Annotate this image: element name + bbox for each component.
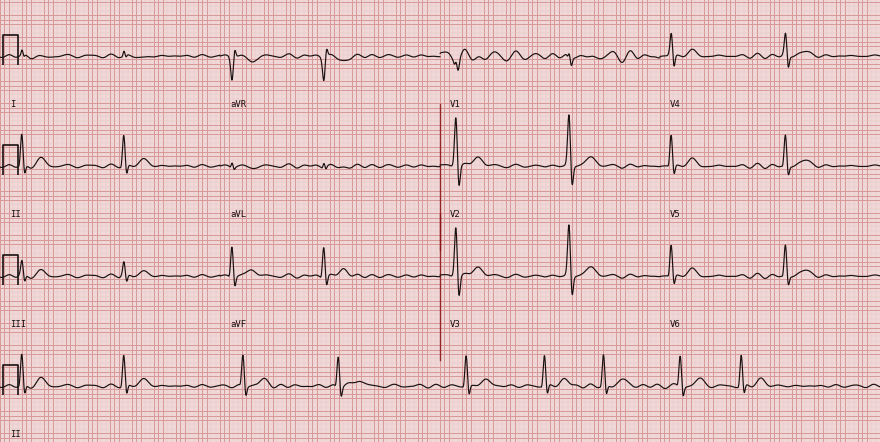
- Text: I: I: [10, 100, 15, 109]
- Text: V6: V6: [670, 320, 681, 329]
- Text: V3: V3: [450, 320, 461, 329]
- Text: aVR: aVR: [230, 100, 246, 109]
- Text: V5: V5: [670, 210, 681, 219]
- Text: II: II: [10, 210, 21, 219]
- Text: III: III: [10, 320, 26, 329]
- Text: V1: V1: [450, 100, 461, 109]
- Text: V4: V4: [670, 100, 681, 109]
- Text: II: II: [10, 430, 21, 439]
- Text: aVL: aVL: [230, 210, 246, 219]
- Text: V2: V2: [450, 210, 461, 219]
- Text: aVF: aVF: [230, 320, 246, 329]
